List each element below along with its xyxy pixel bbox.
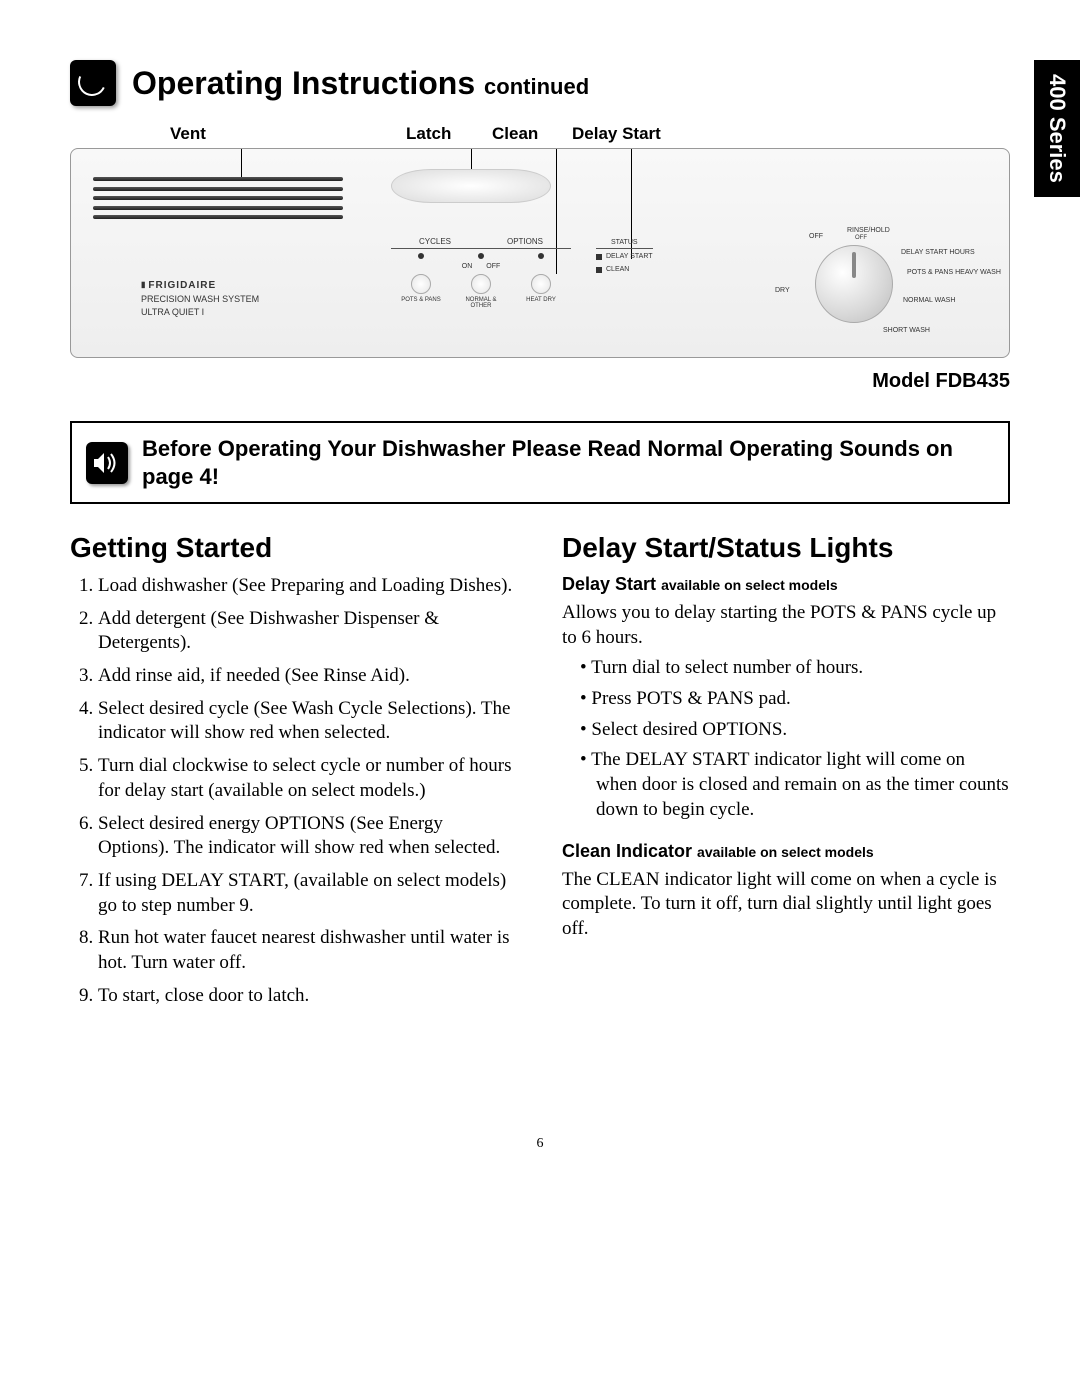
step: Load dishwasher (See Preparing and Loadi…	[98, 574, 518, 599]
dial-rinse-off: OFF	[855, 235, 867, 241]
bullet: Select desired OPTIONS.	[580, 718, 1010, 743]
document-icon	[70, 60, 116, 106]
dial-rinse: RINSE/HOLD	[847, 227, 890, 234]
step: Run hot water faucet nearest dishwasher …	[98, 926, 518, 975]
series-tab: 400 Series	[1034, 60, 1080, 197]
dial-off: OFF	[809, 233, 823, 240]
dial-normal: NORMAL WASH	[903, 297, 955, 304]
step: Select desired cycle (See Wash Cycle Sel…	[98, 697, 518, 746]
pad-pots: POTS & PANS	[401, 297, 441, 309]
brand-block: FRIGIDAIRE PRECISION WASH SYSTEM ULTRA Q…	[141, 279, 259, 318]
title-sub: continued	[484, 74, 589, 99]
warning-box: Before Operating Your Dishwasher Please …	[70, 421, 1010, 504]
cycle-dial	[815, 245, 893, 323]
page-number: 6	[70, 1136, 1010, 1152]
subhead-avail: available on select models	[697, 844, 874, 860]
label-cycles: CYCLES	[419, 237, 451, 246]
bullet: Turn dial to select number of hours.	[580, 656, 1010, 681]
latch-shape	[391, 169, 551, 203]
dial-block: OFF RINSE/HOLD OFF DELAY START HOURS POT…	[755, 227, 985, 347]
label-on: ON	[462, 263, 473, 270]
right-column: Delay Start/Status Lights Delay Start av…	[562, 532, 1010, 1016]
step: Select desired energy OPTIONS (See Energ…	[98, 812, 518, 861]
control-panel-diagram: FRIGIDAIRE PRECISION WASH SYSTEM ULTRA Q…	[70, 148, 1010, 358]
brand-logo: FRIGIDAIRE	[141, 279, 259, 293]
delay-start-subhead: Delay Start available on select models	[562, 574, 1010, 595]
clean-indicator-para: The CLEAN indicator light will come on w…	[562, 868, 1010, 942]
vent-grille	[93, 177, 343, 219]
status-header: STATUS	[596, 239, 653, 249]
subhead-bold: Clean Indicator	[562, 841, 692, 861]
delay-start-para: Allows you to delay starting the POTS & …	[562, 601, 1010, 650]
status-block: STATUS DELAY START CLEAN	[596, 239, 653, 279]
step: Turn dial clockwise to select cycle or n…	[98, 754, 518, 803]
warning-text: Before Operating Your Dishwasher Please …	[142, 435, 994, 490]
subhead-avail: available on select models	[661, 577, 838, 593]
label-off: OFF	[486, 263, 500, 270]
status-delay: DELAY START	[606, 253, 653, 260]
subhead-bold: Delay Start	[562, 574, 656, 594]
dial-delay-hrs: DELAY START HOURS	[901, 249, 975, 256]
dial-dry: DRY	[775, 287, 790, 294]
model-label: Model FDB435	[70, 370, 1010, 393]
label-delay-start: Delay Start	[572, 124, 722, 144]
label-latch: Latch	[406, 124, 492, 144]
pad-heatdry: HEAT DRY	[521, 297, 561, 309]
center-controls: CYCLES OPTIONS ON OFF POTS & PANS NORMAL…	[391, 237, 571, 309]
getting-started-heading: Getting Started	[70, 532, 518, 564]
getting-started-steps: Load dishwasher (See Preparing and Loadi…	[70, 574, 518, 1008]
diagram-top-labels: Vent Latch Clean Delay Start	[70, 124, 1010, 144]
delay-start-bullets: Turn dial to select number of hours. Pre…	[562, 656, 1010, 822]
page-header: Operating Instructions continued	[70, 60, 1010, 106]
brand-quiet: ULTRA QUIET I	[141, 306, 259, 319]
sound-icon	[86, 442, 128, 484]
status-clean: CLEAN	[606, 266, 629, 273]
bullet: Press POTS & PANS pad.	[580, 687, 1010, 712]
bullet: The DELAY START indicator light will com…	[580, 748, 1010, 822]
brand-subtitle: PRECISION WASH SYSTEM	[141, 293, 259, 306]
dial-short: SHORT WASH	[883, 327, 930, 334]
page-title: Operating Instructions continued	[132, 65, 589, 102]
clean-indicator-subhead: Clean Indicator available on select mode…	[562, 841, 1010, 862]
label-vent: Vent	[170, 124, 406, 144]
left-column: Getting Started Load dishwasher (See Pre…	[70, 532, 518, 1016]
label-clean: Clean	[492, 124, 572, 144]
pad-normal: NORMAL & OTHER	[461, 297, 501, 309]
step: Add rinse aid, if needed (See Rinse Aid)…	[98, 664, 518, 689]
leader-line	[241, 149, 242, 179]
title-main: Operating Instructions	[132, 65, 475, 101]
label-options: OPTIONS	[507, 237, 543, 246]
delay-status-heading: Delay Start/Status Lights	[562, 532, 1010, 564]
step: To start, close door to latch.	[98, 984, 518, 1009]
dial-pots: POTS & PANS HEAVY WASH	[907, 269, 1001, 276]
step: Add detergent (See Dishwasher Dispenser …	[98, 607, 518, 656]
step: If using DELAY START, (available on sele…	[98, 869, 518, 918]
